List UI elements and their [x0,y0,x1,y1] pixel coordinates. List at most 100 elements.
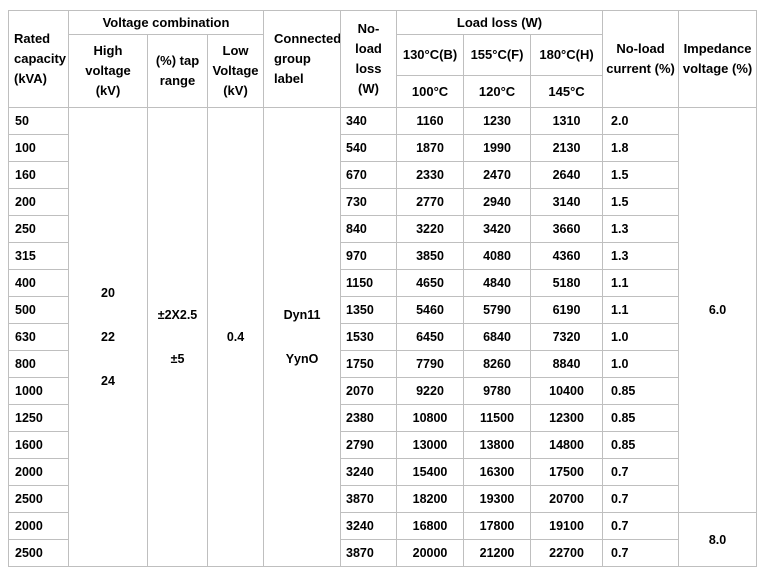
table-row: 250 840 3220 3420 3660 1.3 [8,215,757,243]
cell-no-load-loss: 840 [340,215,398,243]
cell-load-loss-2: 2130 [530,134,604,162]
header-load-loss-ref-100: 100°C [396,75,465,108]
cell-load-loss-1: 13800 [463,431,532,459]
cell-load-loss-0: 2770 [396,188,465,216]
cell-load-loss-2: 1310 [530,107,604,135]
cell-load-loss-1: 2940 [463,188,532,216]
cell-no-load-current: 0.85 [602,377,680,405]
cell-load-loss-1: 4840 [463,269,532,297]
cell-load-loss-1: 2470 [463,161,532,189]
table-row: 200 730 2770 2940 3140 1.5 [8,188,757,216]
cell-no-load-current: 1.1 [602,269,680,297]
cell-load-loss-1: 5790 [463,296,532,324]
table-row: 800 1750 7790 8260 8840 1.0 [8,350,757,378]
cell-impedance-voltage: 8.0 [678,512,758,567]
cell-load-loss-0: 10800 [396,404,465,432]
header-load-loss-ref-145: 145°C [530,75,604,108]
cell-load-loss-2: 4360 [530,242,604,270]
cell-load-loss-0: 13000 [396,431,465,459]
cell-load-loss-2: 10400 [530,377,604,405]
cell-load-loss-1: 21200 [463,539,532,567]
table-row: 630 1530 6450 6840 7320 1.0 [8,323,757,351]
cell-load-loss-2: 19100 [530,512,604,540]
cell-rated-capacity: 2000 [8,458,69,486]
header-low-voltage: Low Voltage (kV) [206,34,265,108]
cell-rated-capacity: 1000 [8,377,69,405]
cell-rated-capacity: 2500 [8,539,69,567]
table-row: 50 20 22 24 ±2X2.5 ±5 0.4 Dyn11 YynO 340 1160 1… [8,107,758,567]
cell-no-load-loss: 2790 [340,431,398,459]
cell-no-load-current: 0.85 [602,404,680,432]
cell-load-loss-0: 3850 [396,242,465,270]
table-row: 2500 3870 18200 19300 20700 0.7 [8,485,757,513]
cell-no-load-loss: 340 [340,107,398,135]
cell-impedance-voltage: 6.0 [678,107,758,513]
cell-no-load-loss: 2380 [340,404,398,432]
cell-rated-capacity: 50 [8,107,69,135]
cell-rated-capacity: 200 [8,188,69,216]
header-load-loss-ref-120: 120°C [463,75,532,108]
cell-no-load-loss: 3870 [340,539,398,567]
cell-no-load-current: 0.7 [602,458,680,486]
header-impedance-voltage: Impedance voltage (%) [678,10,758,108]
cell-load-loss-2: 3140 [530,188,604,216]
cell-no-load-current: 2.0 [602,107,680,135]
cell-load-loss-0: 18200 [396,485,465,513]
header-load-loss-temp-130: 130°C(B) [396,34,465,76]
cell-rated-capacity: 400 [8,269,69,297]
table-body: 50 20 22 24 ±2X2.5 ±5 0.4 Dyn11 YynO 340 1160 1… [8,107,758,567]
cell-load-loss-0: 1870 [396,134,465,162]
header-connected-group: Connected group label [263,10,342,108]
cell-rated-capacity: 160 [8,161,69,189]
cell-no-load-current: 1.5 [602,188,680,216]
cell-no-load-loss: 1150 [340,269,398,297]
cell-load-loss-0: 9220 [396,377,465,405]
cell-rated-capacity: 800 [8,350,69,378]
header-rated-capacity: Rated capacity (kVA) [8,10,69,108]
cell-no-load-loss: 1750 [340,350,398,378]
cell-no-load-current: 1.1 [602,296,680,324]
cell-no-load-current: 0.7 [602,539,680,567]
cell-load-loss-1: 1230 [463,107,532,135]
cell-load-loss-0: 6450 [396,323,465,351]
cell-load-loss-2: 6190 [530,296,604,324]
table-row: 2500 3870 20000 21200 22700 0.7 [8,539,757,567]
cell-load-loss-2: 5180 [530,269,604,297]
cell-rated-capacity: 2500 [8,485,69,513]
cell-no-load-current: 1.3 [602,215,680,243]
header-load-loss-temp-155: 155°C(F) [463,34,532,76]
header-row-1: Rated capacity (kVA) Voltage combination… [8,10,758,108]
header-row-2: High voltage (kV) (%) tap range Low Volt… [9,34,757,108]
header-tap-range: (%) tap range [147,34,208,108]
cell-load-loss-1: 17800 [463,512,532,540]
cell-load-loss-0: 16800 [396,512,465,540]
cell-load-loss-2: 3660 [530,215,604,243]
header-high-voltage: High voltage (kV) [68,34,148,108]
cell-load-loss-2: 14800 [530,431,604,459]
cell-load-loss-0: 1160 [396,107,465,135]
cell-load-loss-1: 1990 [463,134,532,162]
cell-load-loss-0: 5460 [396,296,465,324]
cell-no-load-current: 0.7 [602,485,680,513]
cell-no-load-current: 1.8 [602,134,680,162]
cell-no-load-loss: 540 [340,134,398,162]
cell-rated-capacity: 100 [8,134,69,162]
cell-load-loss-0: 7790 [396,350,465,378]
cell-no-load-current: 0.85 [602,431,680,459]
table-header: Rated capacity (kVA) Voltage combination… [8,10,758,108]
cell-no-load-loss: 970 [340,242,398,270]
cell-load-loss-2: 20700 [530,485,604,513]
cell-no-load-loss: 730 [340,188,398,216]
cell-low-voltage: 0.4 [206,107,265,567]
table-row: 2000 3240 15400 16300 17500 0.7 [8,458,757,486]
cell-no-load-loss: 3240 [340,458,398,486]
cell-tap-range: ±2X2.5 ±5 [147,107,208,567]
cell-load-loss-1: 6840 [463,323,532,351]
cell-no-load-loss: 670 [340,161,398,189]
header-no-load-current: No-load current (%) [602,10,680,108]
cell-no-load-current: 1.0 [602,350,680,378]
table-row: 1600 2790 13000 13800 14800 0.85 [8,431,757,459]
cell-load-loss-1: 11500 [463,404,532,432]
table-row: 1000 2070 9220 9780 10400 0.85 [8,377,757,405]
